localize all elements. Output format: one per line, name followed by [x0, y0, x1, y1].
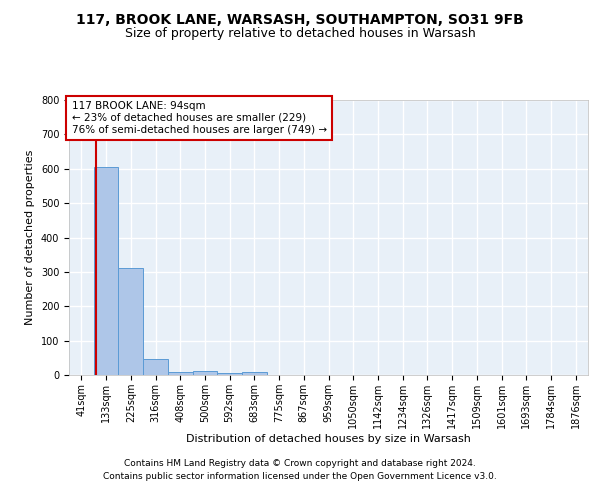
Text: 117, BROOK LANE, WARSASH, SOUTHAMPTON, SO31 9FB: 117, BROOK LANE, WARSASH, SOUTHAMPTON, S… [76, 12, 524, 26]
Bar [143, 358, 168, 375]
Text: Size of property relative to detached houses in Warsash: Size of property relative to detached ho… [125, 28, 475, 40]
Y-axis label: Number of detached properties: Number of detached properties [25, 150, 35, 325]
Bar [94, 167, 118, 375]
Text: Contains HM Land Registry data © Crown copyright and database right 2024.: Contains HM Land Registry data © Crown c… [124, 458, 476, 468]
Text: Contains public sector information licensed under the Open Government Licence v3: Contains public sector information licen… [103, 472, 497, 481]
Bar [168, 372, 193, 375]
Bar [242, 372, 267, 375]
Text: 117 BROOK LANE: 94sqm
← 23% of detached houses are smaller (229)
76% of semi-det: 117 BROOK LANE: 94sqm ← 23% of detached … [71, 102, 327, 134]
Bar [118, 268, 143, 375]
X-axis label: Distribution of detached houses by size in Warsash: Distribution of detached houses by size … [186, 434, 471, 444]
Bar [193, 370, 217, 375]
Bar [217, 374, 242, 375]
